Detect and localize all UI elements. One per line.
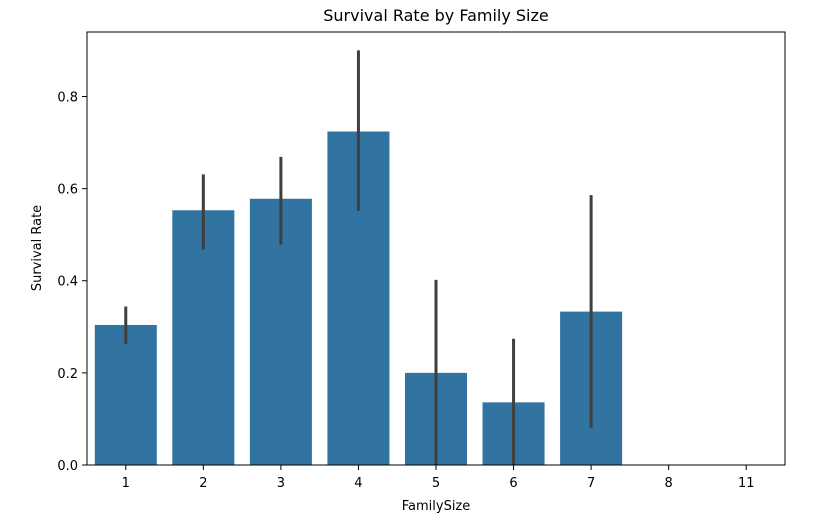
- y-tick-label-0.6: 0.6: [57, 183, 78, 198]
- x-tick-label-6: 6: [509, 476, 517, 491]
- bar-2: [172, 210, 235, 465]
- x-tick-label-11: 11: [738, 476, 755, 491]
- x-tick-label-2: 2: [199, 476, 207, 491]
- x-tick-label-4: 4: [354, 476, 362, 491]
- chart-title: Survival Rate by Family Size: [323, 6, 549, 25]
- y-tick-label-0.0: 0.0: [57, 459, 78, 474]
- x-tick-label-3: 3: [277, 476, 285, 491]
- y-axis-label: Survival Rate: [30, 205, 45, 291]
- x-tick-label-1: 1: [122, 476, 130, 491]
- x-tick-label-7: 7: [587, 476, 595, 491]
- bar-1: [94, 324, 157, 465]
- y-tick-label-0.2: 0.2: [57, 367, 78, 382]
- axes-layer: 1 2 3 4 5 6 7 8 11 0.0 0.2 0.4 0.6 0.8: [57, 31, 786, 491]
- x-axis-label: FamilySize: [402, 499, 471, 514]
- plot-frame: [86, 31, 786, 466]
- y-tick-label-0.4: 0.4: [57, 275, 78, 290]
- x-tick-label-5: 5: [432, 476, 440, 491]
- y-tick-label-0.8: 0.8: [57, 90, 78, 105]
- x-tick-label-8: 8: [665, 476, 673, 491]
- error-bars-layer: [124, 50, 593, 465]
